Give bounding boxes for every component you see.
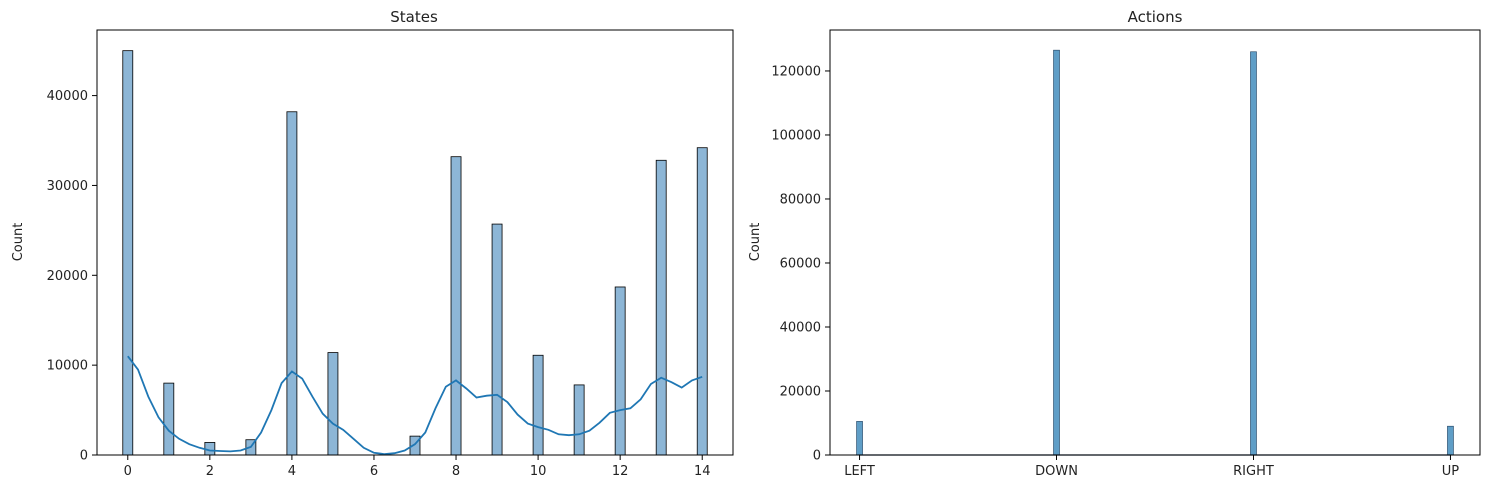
actions-bar-up bbox=[1447, 425, 1454, 456]
actions-x-ticks: LEFT DOWN RIGHT UP bbox=[844, 455, 1459, 479]
states-y-tick-label: 20000 bbox=[47, 269, 88, 284]
actions-chart-title: Actions bbox=[1128, 8, 1183, 26]
actions-x-tick-label: RIGHT bbox=[1233, 464, 1274, 479]
actions-bars bbox=[856, 49, 1454, 456]
states-plot-frame bbox=[96, 29, 734, 456]
actions-y-tick-label: 80000 bbox=[780, 192, 821, 207]
actions-y-axis-label: Count bbox=[748, 223, 763, 262]
states-bar-1 bbox=[163, 382, 175, 456]
states-y-tick-label: 0 bbox=[80, 449, 88, 464]
actions-y-tick-label: 100000 bbox=[771, 128, 821, 143]
states-x-tick-label: 8 bbox=[452, 464, 460, 479]
actions-x-tick-label: UP bbox=[1442, 464, 1460, 479]
states-x-tick-label: 14 bbox=[694, 464, 711, 479]
actions-bar-right bbox=[1250, 51, 1257, 456]
states-bar-12 bbox=[614, 286, 626, 456]
states-bar-0 bbox=[122, 50, 134, 456]
states-x-tick-label: 12 bbox=[612, 464, 629, 479]
states-bar-11 bbox=[573, 384, 585, 456]
actions-y-tick-label: 0 bbox=[813, 449, 821, 464]
states-bars bbox=[122, 50, 708, 456]
states-y-axis-label: Count bbox=[11, 223, 26, 262]
states-y-ticks: 0 10000 20000 30000 40000 bbox=[47, 89, 97, 464]
states-bar-13 bbox=[655, 159, 667, 456]
actions-bar-down bbox=[1053, 49, 1060, 456]
actions-y-tick-label: 20000 bbox=[780, 384, 821, 399]
states-bar-8 bbox=[450, 156, 462, 456]
states-x-ticks: 0 2 4 6 8 10 12 14 bbox=[124, 455, 711, 479]
states-kde-line bbox=[127, 355, 703, 456]
states-y-tick-label: 10000 bbox=[47, 359, 88, 374]
actions-chart: Actions Count LEFT DOWN RIGHT UP 0 20000 4000… bbox=[748, 8, 1481, 479]
actions-x-tick-label: DOWN bbox=[1035, 464, 1078, 479]
actions-x-tick-label: LEFT bbox=[844, 464, 875, 479]
states-x-tick-label: 10 bbox=[530, 464, 547, 479]
states-y-tick-label: 30000 bbox=[47, 179, 88, 194]
states-y-tick-label: 40000 bbox=[47, 89, 88, 104]
states-x-tick-label: 2 bbox=[206, 464, 214, 479]
states-chart: States Count 0 2 4 6 8 10 12 14 0 10000 20000 3000… bbox=[11, 8, 734, 479]
states-chart-title: States bbox=[390, 8, 438, 26]
states-x-tick-label: 0 bbox=[124, 464, 132, 479]
states-x-tick-label: 6 bbox=[370, 464, 378, 479]
actions-y-ticks: 0 20000 40000 60000 80000 100000 120000 bbox=[771, 64, 830, 464]
states-bar-10 bbox=[532, 354, 544, 456]
actions-y-tick-label: 40000 bbox=[780, 320, 821, 335]
states-bar-14 bbox=[696, 147, 708, 456]
states-x-tick-label: 4 bbox=[288, 464, 296, 479]
states-bar-4 bbox=[286, 111, 298, 456]
actions-plot-frame bbox=[829, 29, 1481, 456]
states-bar-9 bbox=[491, 223, 503, 456]
actions-y-tick-label: 120000 bbox=[771, 64, 821, 79]
actions-bar-left bbox=[856, 421, 863, 456]
actions-y-tick-label: 60000 bbox=[780, 256, 821, 271]
states-bar-5 bbox=[327, 352, 339, 456]
